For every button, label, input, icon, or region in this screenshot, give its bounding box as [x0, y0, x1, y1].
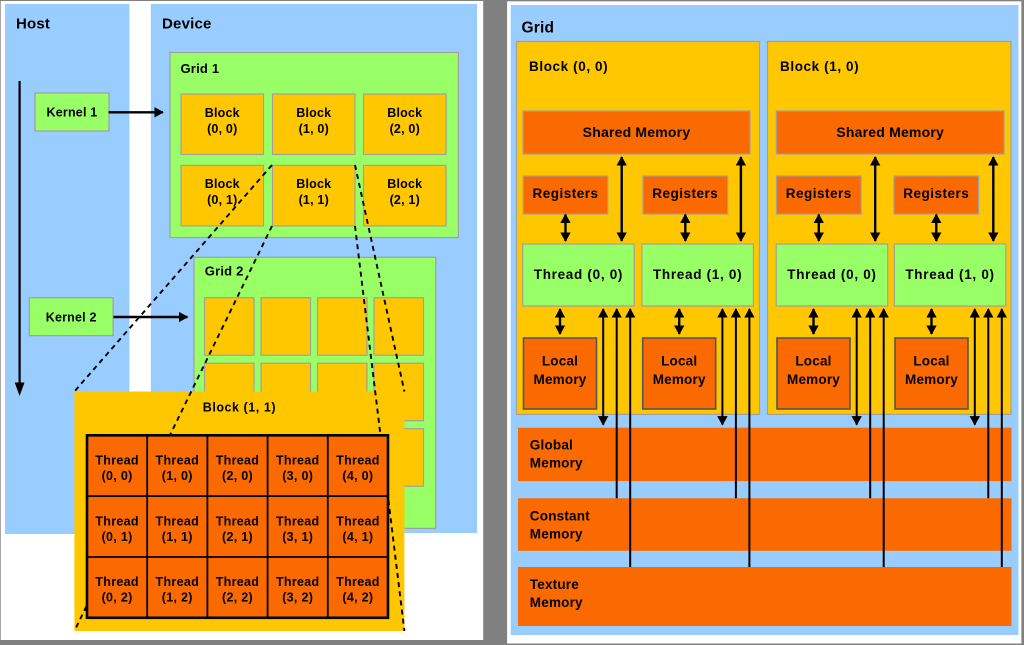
svg-text:Block: Block — [296, 177, 331, 191]
svg-text:Texture: Texture — [530, 577, 579, 592]
svg-text:Thread: Thread — [156, 514, 199, 528]
svg-text:Thread (1, 0): Thread (1, 0) — [653, 267, 742, 282]
svg-text:(0, 0): (0, 0) — [102, 469, 133, 483]
svg-text:(1, 0): (1, 0) — [162, 469, 193, 483]
svg-text:Memory: Memory — [530, 526, 583, 541]
svg-text:Memory: Memory — [534, 372, 587, 387]
svg-text:Shared Memory: Shared Memory — [836, 124, 944, 140]
svg-text:(2, 0): (2, 0) — [390, 122, 420, 136]
svg-text:Thread: Thread — [95, 454, 138, 468]
svg-text:Local: Local — [542, 354, 578, 369]
svg-text:Registers: Registers — [532, 186, 598, 201]
svg-text:Thread: Thread — [336, 454, 379, 468]
svg-text:Block (0, 0): Block (0, 0) — [529, 59, 608, 74]
svg-text:Memory: Memory — [787, 372, 840, 387]
svg-text:Thread: Thread — [156, 575, 199, 589]
svg-text:(2, 2): (2, 2) — [222, 591, 253, 605]
svg-text:Block: Block — [387, 106, 422, 120]
svg-text:(4, 2): (4, 2) — [342, 591, 373, 605]
svg-text:(1, 0): (1, 0) — [299, 122, 329, 136]
svg-text:(3, 1): (3, 1) — [282, 530, 313, 544]
svg-text:(1, 1): (1, 1) — [299, 193, 329, 207]
svg-text:Thread: Thread — [95, 514, 138, 528]
svg-text:Thread: Thread — [276, 454, 319, 468]
svg-text:(0, 0): (0, 0) — [207, 122, 237, 136]
svg-text:Thread: Thread — [276, 514, 319, 528]
svg-text:Shared Memory: Shared Memory — [583, 124, 691, 140]
svg-text:(0, 2): (0, 2) — [102, 591, 133, 605]
svg-text:Thread (0, 0): Thread (0, 0) — [534, 267, 623, 282]
svg-text:(1, 2): (1, 2) — [162, 591, 193, 605]
svg-text:Thread: Thread — [336, 575, 379, 589]
svg-text:Block: Block — [296, 106, 331, 120]
svg-text:Grid 1: Grid 1 — [181, 61, 220, 76]
svg-text:Memory: Memory — [905, 372, 958, 387]
svg-text:Grid: Grid — [522, 20, 555, 37]
svg-text:Thread: Thread — [216, 575, 259, 589]
svg-text:Block (1, 0): Block (1, 0) — [780, 59, 859, 74]
svg-text:(4, 0): (4, 0) — [342, 469, 373, 483]
svg-text:Thread: Thread — [156, 454, 199, 468]
svg-text:(0, 1): (0, 1) — [102, 530, 133, 544]
svg-text:Registers: Registers — [903, 186, 969, 201]
svg-text:Global: Global — [530, 438, 573, 453]
svg-text:Device: Device — [162, 16, 212, 33]
svg-text:(3, 2): (3, 2) — [282, 591, 313, 605]
svg-text:Local: Local — [795, 354, 831, 369]
svg-text:Local: Local — [661, 354, 697, 369]
svg-text:Memory: Memory — [530, 595, 583, 610]
svg-text:Thread: Thread — [95, 575, 138, 589]
svg-text:Registers: Registers — [652, 186, 718, 201]
svg-text:(1, 1): (1, 1) — [162, 530, 193, 544]
svg-text:Block: Block — [205, 177, 240, 191]
svg-text:Block: Block — [387, 177, 422, 191]
svg-text:Memory: Memory — [530, 456, 583, 471]
svg-text:(2, 1): (2, 1) — [222, 530, 253, 544]
svg-text:Thread: Thread — [216, 454, 259, 468]
svg-text:Local: Local — [913, 354, 949, 369]
svg-text:Grid 2: Grid 2 — [205, 264, 244, 279]
svg-text:(0, 1): (0, 1) — [207, 193, 237, 207]
svg-text:Constant: Constant — [530, 508, 590, 523]
svg-text:Host: Host — [16, 16, 50, 33]
svg-text:Registers: Registers — [786, 186, 852, 201]
svg-text:Memory: Memory — [653, 372, 706, 387]
svg-text:Block: Block — [205, 106, 240, 120]
svg-text:Block (1, 1): Block (1, 1) — [203, 401, 276, 415]
svg-text:(2, 0): (2, 0) — [222, 469, 253, 483]
svg-text:Thread: Thread — [216, 514, 259, 528]
svg-text:Thread (1, 0): Thread (1, 0) — [905, 267, 994, 282]
svg-text:(4, 1): (4, 1) — [342, 530, 373, 544]
svg-text:Kernel 1: Kernel 1 — [47, 106, 98, 120]
svg-text:Thread: Thread — [336, 514, 379, 528]
svg-text:(2, 1): (2, 1) — [390, 193, 420, 207]
svg-text:Thread (0, 0): Thread (0, 0) — [787, 267, 876, 282]
svg-text:Kernel 2: Kernel 2 — [46, 311, 97, 325]
svg-text:Thread: Thread — [276, 575, 319, 589]
svg-text:(3, 0): (3, 0) — [282, 469, 313, 483]
